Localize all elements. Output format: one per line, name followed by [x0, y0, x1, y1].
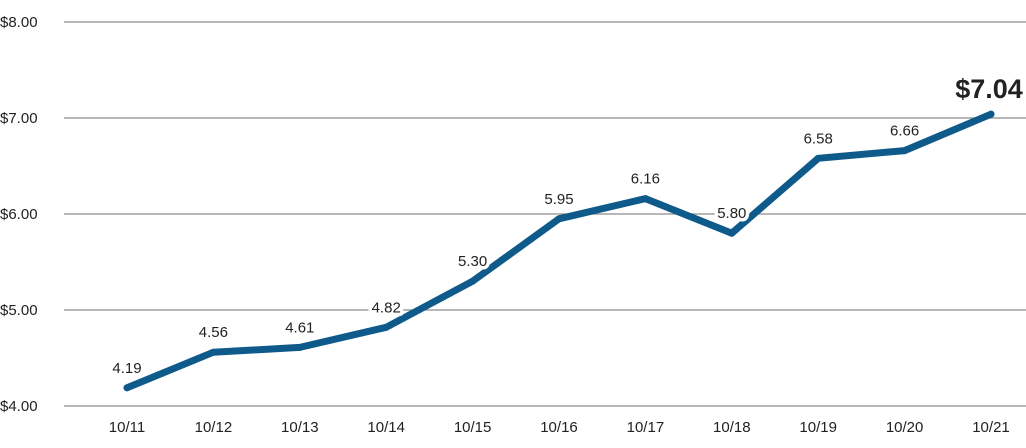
- x-tick-label: 10/12: [195, 419, 233, 436]
- data-point: [382, 323, 390, 331]
- x-tick-label: 10/18: [713, 419, 751, 436]
- data-label: 6.16: [631, 171, 660, 188]
- x-tick-label: 10/17: [627, 419, 665, 436]
- x-tick-label: 10/16: [540, 419, 578, 436]
- y-axis-tick-labels: $4.00 $5.00 $6.00 $7.00 $8.00: [0, 14, 38, 415]
- x-tick-label: 10/14: [367, 419, 405, 436]
- data-label-latest: $7.04: [955, 74, 1023, 104]
- y-tick-label: $5.00: [0, 302, 38, 319]
- data-point: [901, 147, 909, 155]
- data-label: 5.80: [717, 205, 746, 222]
- y-tick-label: $7.00: [0, 110, 38, 127]
- y-tick-label: $4.00: [0, 398, 38, 415]
- series-group: [123, 110, 995, 392]
- y-tick-label: $8.00: [0, 14, 38, 31]
- x-tick-label: 10/21: [972, 419, 1010, 436]
- data-point: [123, 384, 131, 392]
- data-label: 5.30: [458, 253, 487, 270]
- data-point: [296, 343, 304, 351]
- data-label: 6.58: [804, 130, 833, 147]
- x-tick-label: 10/13: [281, 419, 319, 436]
- data-point: [814, 154, 822, 162]
- series-line: [123, 110, 995, 392]
- x-tick-label: 10/20: [886, 419, 924, 436]
- data-label: 6.66: [890, 123, 919, 140]
- data-label: 4.56: [199, 324, 228, 341]
- data-point: [469, 277, 477, 285]
- data-point: [555, 215, 563, 223]
- data-point: [641, 195, 649, 203]
- data-label: 4.19: [112, 360, 141, 377]
- y-tick-label: $6.00: [0, 206, 38, 223]
- data-label: 4.82: [372, 299, 401, 316]
- x-axis-tick-labels: 10/11 10/12 10/13 10/14 10/15 10/16 10/17 10/18…: [109, 419, 1010, 436]
- grid-lines: [64, 21, 1026, 407]
- data-point: [728, 229, 736, 237]
- data-point: [209, 348, 217, 356]
- x-tick-label: 10/15: [454, 419, 492, 436]
- data-label: 4.61: [285, 319, 314, 336]
- x-tick-label: 10/19: [799, 419, 837, 436]
- data-point: [987, 110, 995, 118]
- x-tick-label: 10/11: [109, 419, 145, 436]
- data-labels: 4.19 4.56 4.61 4.82 5.30 5.95 6.16 5.80 6.58 6.66…: [109, 70, 1026, 380]
- data-label: 5.95: [544, 191, 573, 208]
